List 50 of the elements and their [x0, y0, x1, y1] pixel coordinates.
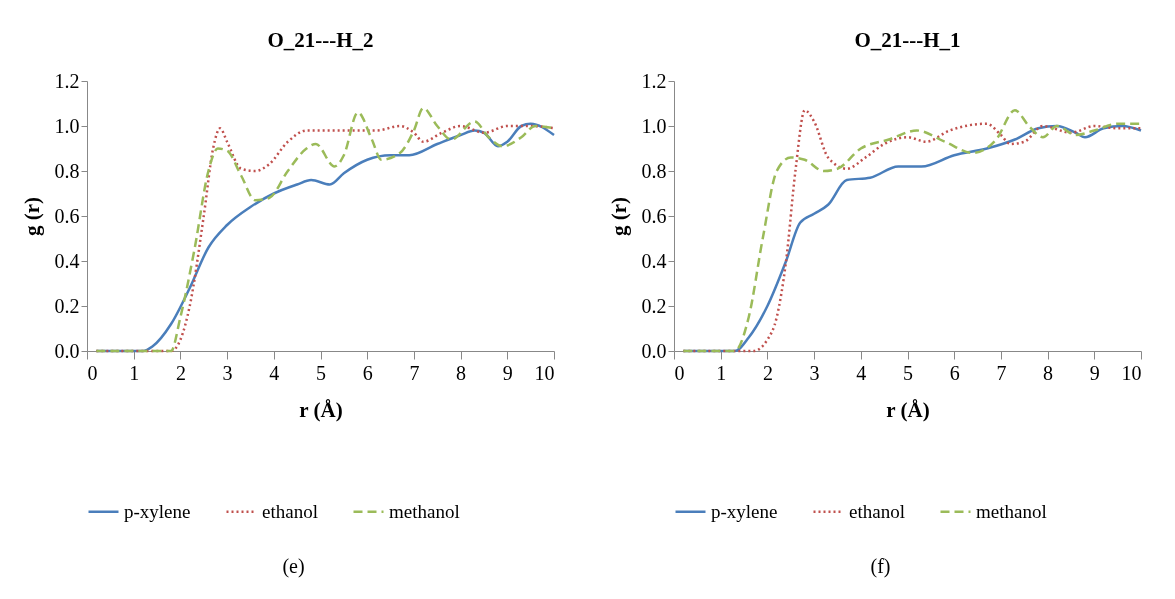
x-tick-label: 1: [716, 361, 727, 384]
x-tick-label: 6: [362, 361, 373, 384]
x-tick-label: 4: [856, 361, 867, 384]
y-tick-label: 0.0: [54, 339, 80, 362]
x-tick-label: 4: [269, 361, 280, 384]
y-tick-label: 0.4: [54, 249, 80, 272]
x-tick-label: 7: [409, 361, 420, 384]
x-tick-label: 7: [996, 361, 1007, 384]
y-tick-label: 0.2: [641, 294, 667, 317]
x-tick-label: 0: [674, 361, 685, 384]
text: (f): [870, 555, 891, 578]
x-tick-label: 9: [1089, 361, 1100, 384]
x-tick-label: 9: [502, 361, 513, 384]
y-tick-label: 0.6: [641, 204, 667, 227]
y-tick-label: 1.0: [641, 114, 667, 137]
text: (e): [282, 555, 305, 578]
legend-label: methanol: [389, 500, 460, 522]
legend-label: methanol: [976, 500, 1047, 522]
x-tick-label: 2: [762, 361, 773, 384]
y-tick-label: 0.4: [641, 249, 667, 272]
x-tick-label: 10: [534, 361, 555, 384]
x-axis-title: r (Å): [886, 397, 930, 422]
y-tick-label: 1.2: [641, 69, 667, 92]
y-tick-label: 1.2: [54, 69, 80, 92]
legend-label: ethanol: [849, 500, 905, 522]
y-tick-label: 0.2: [54, 294, 80, 317]
y-tick-label: 0.8: [641, 159, 667, 182]
x-tick-label: 3: [222, 361, 233, 384]
x-tick-label: 3: [809, 361, 820, 384]
x-tick-label: 0: [87, 361, 98, 384]
x-tick-label: 5: [903, 361, 913, 384]
x-axis-title: r (Å): [299, 397, 343, 422]
chart-title: O_21---H_2: [267, 28, 374, 52]
y-axis-title: g (r): [19, 196, 44, 237]
x-tick-label: 1: [129, 361, 140, 384]
x-tick-label: 8: [1043, 361, 1054, 384]
x-tick-label: 10: [1121, 361, 1142, 384]
legend-label: ethanol: [262, 500, 318, 522]
x-tick-label: 2: [175, 361, 186, 384]
chart-title: O_21---H_1: [854, 28, 961, 52]
x-tick-label: 8: [456, 361, 467, 384]
y-tick-label: 0.0: [641, 339, 667, 362]
x-tick-label: 6: [949, 361, 960, 384]
y-tick-label: 0.8: [54, 159, 80, 182]
y-axis-title: g (r): [606, 196, 631, 237]
legend-label: p-xylene: [711, 500, 778, 522]
y-tick-label: 1.0: [54, 114, 80, 137]
x-tick-label: 5: [316, 361, 326, 384]
legend-label: p-xylene: [124, 500, 191, 522]
y-tick-label: 0.6: [54, 204, 80, 227]
